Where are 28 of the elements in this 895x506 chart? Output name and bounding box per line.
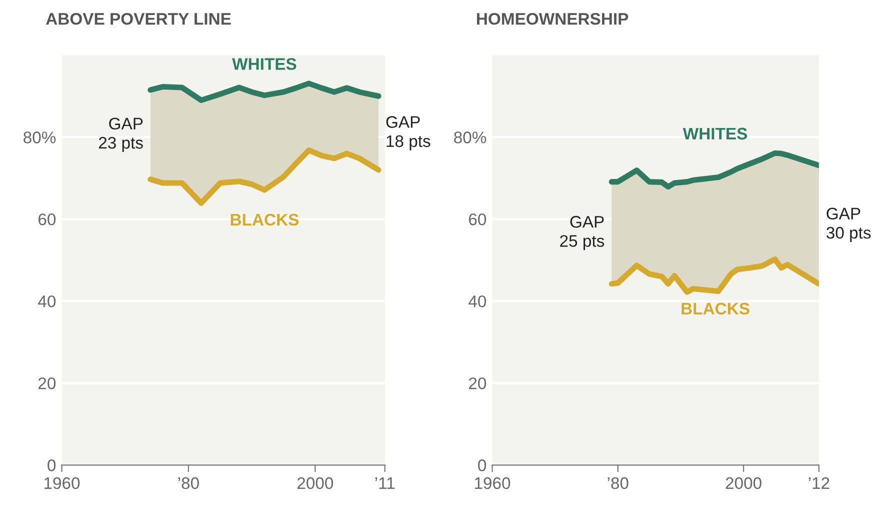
y-tick-label: 0 (48, 459, 56, 472)
y-tick-label: 20 (38, 377, 56, 390)
y-tick-label: 80% (454, 132, 486, 144)
chart-title: ABOVE POVERTY LINE (46, 12, 231, 25)
y-tick-label: 20 (468, 377, 486, 390)
x-tick-label: ’11 (375, 477, 395, 489)
series-label: BLACKS (682, 302, 750, 315)
x-tick-label: ’80 (608, 477, 628, 490)
x-tick-label: 1960 (44, 477, 80, 490)
text: GAP 30 pts (826, 208, 871, 242)
series-label: BLACKS (230, 214, 299, 226)
chart-title: HOMEOWNERSHIP (477, 12, 628, 25)
x-tick-label: ’12 (808, 477, 830, 489)
y-tick-label: 40 (38, 295, 56, 308)
series-label: WHITES (232, 58, 296, 70)
y-tick-label: 80% (24, 132, 56, 144)
x-tick-label: 2000 (297, 477, 334, 490)
annotation: GAP 23 pts (98, 118, 143, 152)
y-tick-label: 40 (468, 295, 486, 308)
x-tick-label: 2000 (726, 477, 762, 490)
x-tick-label: ’80 (178, 477, 199, 490)
text: GAP 18 pts (386, 116, 430, 150)
y-tick-label: 60 (469, 214, 486, 226)
series-label: WHITES (682, 128, 748, 140)
annotation: GAP 25 pts (560, 216, 604, 250)
y-tick-label: 0 (478, 459, 486, 472)
x-tick-label: 1960 (474, 477, 510, 490)
y-tick-label: 60 (38, 214, 56, 226)
